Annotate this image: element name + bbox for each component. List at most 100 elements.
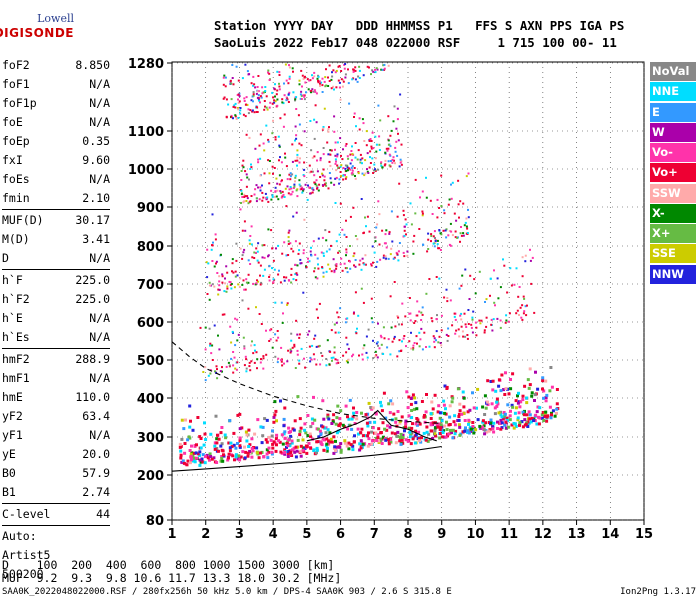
echo-point	[356, 432, 360, 436]
echo-point	[281, 179, 283, 182]
echo-point	[265, 452, 269, 456]
echo-point	[236, 361, 239, 364]
echo-point	[359, 259, 362, 262]
echo-point	[331, 71, 333, 74]
echo-point	[259, 361, 262, 364]
echo-point	[234, 115, 237, 118]
echo-point	[302, 189, 305, 192]
echo-point	[384, 438, 388, 442]
echo-point	[445, 288, 448, 291]
echo-point	[260, 441, 264, 445]
echo-point	[351, 444, 355, 448]
echo-point	[347, 157, 350, 160]
echo-point	[312, 188, 315, 191]
param-name: yF1	[2, 428, 23, 442]
echo-point	[508, 418, 512, 422]
param-value: 225.0	[75, 273, 110, 287]
echo-point	[250, 82, 253, 85]
echo-point	[489, 294, 491, 297]
echo-point	[528, 417, 532, 421]
echo-point	[345, 336, 348, 339]
echo-point	[256, 250, 259, 253]
echo-point	[258, 99, 261, 102]
echo-point	[256, 96, 259, 99]
echo-point	[289, 348, 292, 351]
echo-point	[361, 162, 363, 165]
echo-point	[284, 187, 287, 190]
echo-point	[323, 438, 326, 442]
echo-point	[555, 402, 559, 406]
echo-point	[249, 109, 252, 112]
echo-point	[443, 296, 446, 299]
echo-point	[313, 358, 316, 361]
echo-point	[249, 168, 252, 170]
echo-point	[394, 150, 397, 153]
echo-point	[440, 435, 444, 439]
echo-point	[383, 427, 387, 431]
foF2-cusp-line	[306, 409, 437, 442]
echo-point	[421, 190, 424, 193]
echo-point	[234, 317, 237, 320]
echo-point	[467, 172, 470, 175]
echo-point	[245, 358, 248, 361]
echo-point	[218, 288, 221, 291]
echo-point	[282, 424, 286, 428]
echo-point	[461, 390, 465, 394]
echo-point	[359, 446, 363, 450]
param-value: N/A	[89, 96, 110, 110]
echo-point	[254, 188, 257, 191]
echo-point	[240, 426, 244, 430]
echo-point	[396, 107, 399, 110]
echo-point	[417, 437, 421, 441]
echo-point	[240, 179, 243, 181]
echo-point	[268, 72, 271, 75]
echo-point	[429, 417, 433, 420]
echo-point	[293, 345, 296, 348]
echo-point	[239, 247, 242, 250]
echo-point	[363, 174, 366, 177]
echo-point	[357, 314, 360, 317]
echo-point	[255, 184, 258, 187]
echo-point	[349, 162, 352, 165]
echo-point	[534, 370, 537, 374]
echo-point	[322, 252, 325, 255]
echo-point	[343, 441, 347, 445]
echo-point	[442, 399, 446, 403]
echo-point	[261, 425, 265, 429]
echo-point	[253, 251, 256, 254]
echo-point	[334, 331, 337, 334]
echo-point	[449, 222, 452, 225]
echo-point	[270, 434, 274, 438]
echo-point	[362, 347, 365, 350]
echo-point	[234, 455, 238, 459]
echo-point	[503, 393, 507, 396]
echo-point	[372, 339, 374, 342]
echo-point	[526, 425, 530, 428]
echo-point	[337, 65, 340, 68]
echo-point	[401, 340, 403, 343]
echo-point	[273, 99, 276, 102]
echo-point	[221, 281, 224, 284]
echo-point	[345, 219, 347, 222]
echo-point	[533, 311, 536, 314]
echo-point	[292, 91, 295, 94]
echo-point	[533, 393, 537, 397]
echo-point	[345, 360, 348, 363]
echo-point	[245, 278, 248, 281]
echo-point	[237, 101, 240, 104]
echo-point	[293, 185, 296, 188]
echo-point	[366, 356, 369, 359]
echo-point	[327, 441, 331, 445]
echo-point	[397, 316, 400, 319]
echo-point	[344, 76, 347, 79]
echo-point	[519, 306, 522, 309]
echo-point	[248, 450, 252, 453]
echo-point	[294, 445, 298, 449]
param-value: 57.9	[82, 466, 110, 480]
echo-point	[374, 240, 377, 243]
echo-point	[290, 439, 294, 443]
echo-point	[389, 440, 393, 444]
echo-point	[267, 450, 271, 454]
echo-point	[278, 88, 281, 91]
echo-point	[517, 295, 520, 298]
